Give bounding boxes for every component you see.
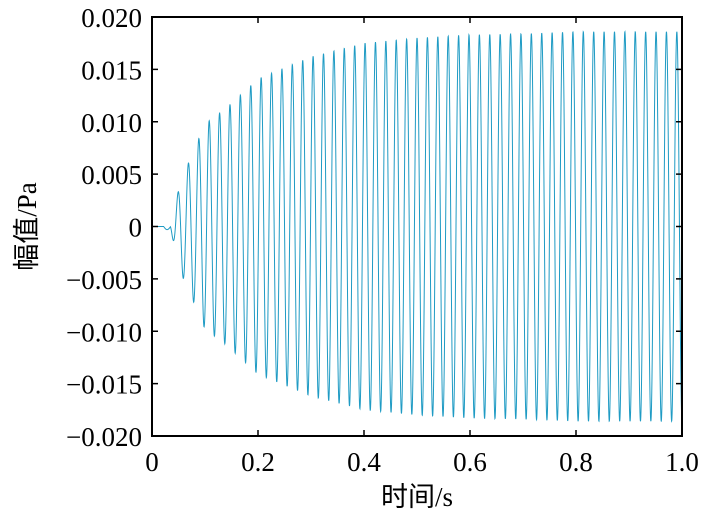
y-tick-label: −0.005: [66, 265, 142, 295]
y-tick-label: 0: [129, 213, 143, 243]
y-tick-label: 0.015: [81, 55, 142, 85]
y-tick-label: 0.010: [81, 108, 142, 138]
y-tick-label: 0.020: [81, 3, 142, 33]
series-line-amplitude: [152, 30, 683, 423]
y-axis-label: 幅值/Pa: [12, 182, 42, 271]
y-tick-label: 0.005: [81, 160, 142, 190]
plot-frame: [151, 16, 683, 437]
x-tick-label: 0.6: [453, 447, 487, 477]
x-tick-label: 0: [145, 447, 159, 477]
x-tick-label: 0.2: [241, 447, 275, 477]
x-tick-label: 0.4: [347, 447, 381, 477]
x-tick-label: 0.8: [559, 447, 593, 477]
y-tick-label: −0.010: [66, 317, 142, 347]
x-axis-label: 时间/s: [381, 482, 453, 512]
x-tick-label: 1.0: [665, 447, 699, 477]
plot-area: [152, 30, 683, 423]
y-axis-ticks: 0.020 0.015 0.010 0.005 0 −0.005 −0.010 −0.015 −…: [66, 3, 682, 452]
y-tick-label: −0.020: [66, 422, 142, 452]
y-tick-label: −0.015: [66, 370, 142, 400]
